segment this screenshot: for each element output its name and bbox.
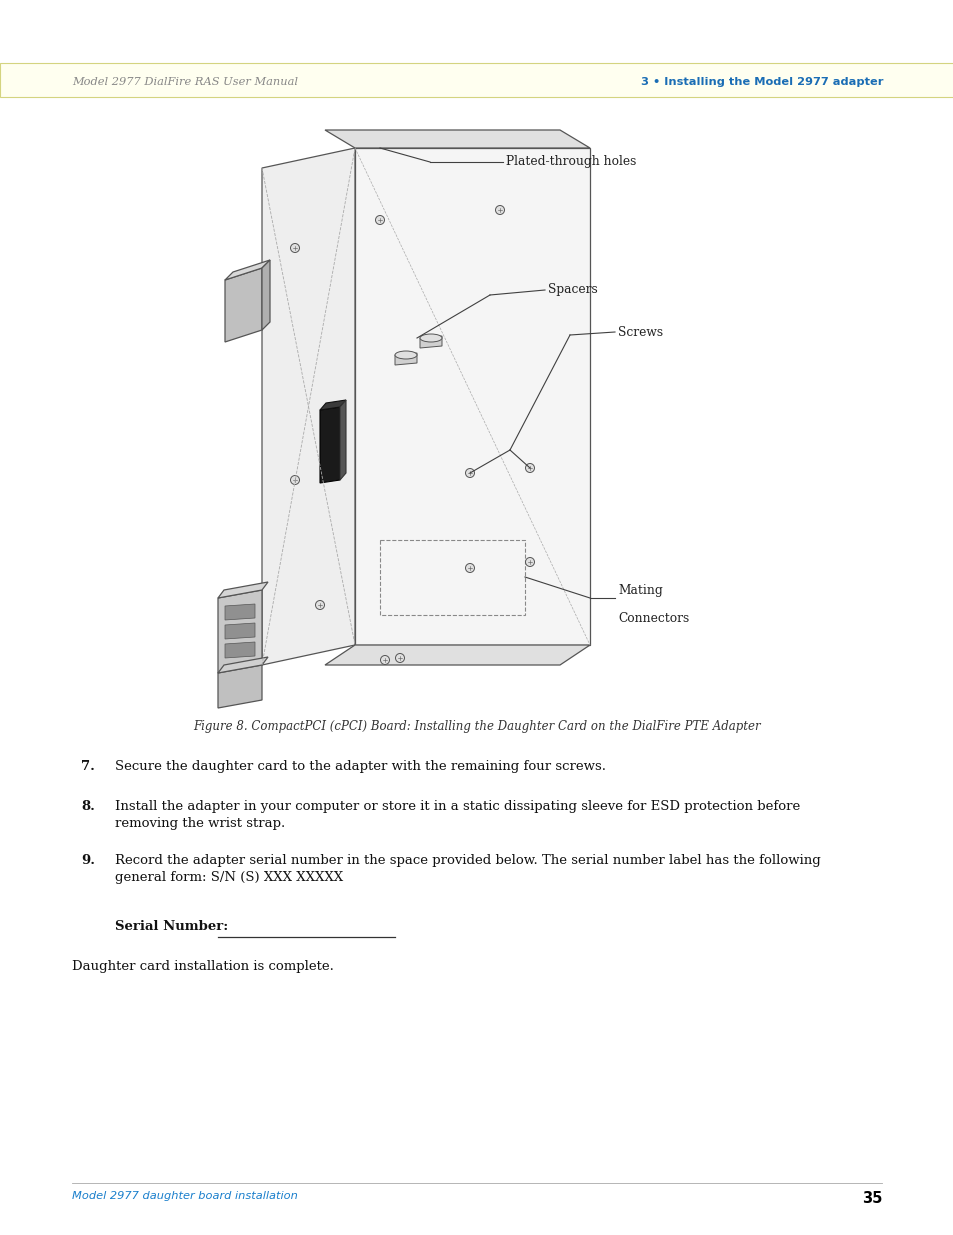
Text: Figure 8. CompactPCI (cPCI) Board: Installing the Daughter Card on the DialFire : Figure 8. CompactPCI (cPCI) Board: Insta… — [193, 720, 760, 734]
Text: Mating: Mating — [618, 584, 662, 597]
Polygon shape — [225, 268, 262, 342]
Polygon shape — [319, 400, 346, 410]
Text: 8.: 8. — [81, 800, 95, 813]
Polygon shape — [262, 148, 355, 664]
Circle shape — [291, 243, 299, 252]
Polygon shape — [262, 261, 270, 330]
Polygon shape — [218, 657, 268, 673]
Bar — [379, 540, 524, 615]
Circle shape — [395, 653, 404, 662]
Text: Daughter card installation is complete.: Daughter card installation is complete. — [71, 960, 334, 973]
Circle shape — [291, 475, 299, 484]
Text: Screws: Screws — [618, 326, 662, 338]
Text: general form: S/N (S) XXX XXXXX: general form: S/N (S) XXX XXXXX — [115, 871, 343, 884]
Text: Serial Number:: Serial Number: — [115, 920, 228, 932]
Circle shape — [380, 656, 389, 664]
Polygon shape — [355, 148, 589, 645]
Polygon shape — [218, 664, 262, 708]
Bar — [0, 63, 953, 98]
Polygon shape — [419, 336, 441, 348]
Polygon shape — [225, 261, 270, 280]
Polygon shape — [225, 622, 254, 638]
Text: removing the wrist strap.: removing the wrist strap. — [115, 818, 285, 830]
Ellipse shape — [419, 333, 441, 342]
Polygon shape — [395, 353, 416, 366]
Text: Model 2977 daughter board installation: Model 2977 daughter board installation — [71, 1191, 297, 1200]
Text: Spacers: Spacers — [547, 284, 598, 296]
Text: Install the adapter in your computer or store it in a static dissipating sleeve : Install the adapter in your computer or … — [115, 800, 800, 813]
Text: Plated-through holes: Plated-through holes — [505, 156, 636, 168]
Polygon shape — [319, 408, 339, 483]
Polygon shape — [325, 645, 589, 664]
Circle shape — [315, 600, 324, 610]
Polygon shape — [225, 604, 254, 620]
Circle shape — [375, 215, 384, 225]
Polygon shape — [225, 642, 254, 658]
Text: Record the adapter serial number in the space provided below. The serial number : Record the adapter serial number in the … — [115, 853, 820, 867]
Circle shape — [525, 463, 534, 473]
Text: 35: 35 — [861, 1191, 882, 1207]
Circle shape — [465, 563, 474, 573]
Text: Secure the daughter card to the adapter with the remaining four screws.: Secure the daughter card to the adapter … — [115, 760, 605, 773]
Polygon shape — [339, 400, 346, 480]
Ellipse shape — [395, 351, 416, 359]
Circle shape — [495, 205, 504, 215]
Text: Model 2977 DialFire RAS User Manual: Model 2977 DialFire RAS User Manual — [71, 77, 297, 86]
Circle shape — [465, 468, 474, 478]
Polygon shape — [218, 590, 262, 673]
Polygon shape — [325, 130, 589, 148]
Text: 7.: 7. — [81, 760, 95, 773]
Polygon shape — [218, 582, 268, 598]
Text: Connectors: Connectors — [618, 613, 688, 625]
Text: 9.: 9. — [81, 853, 95, 867]
Text: 3 • Installing the Model 2977 adapter: 3 • Installing the Model 2977 adapter — [640, 77, 883, 86]
Circle shape — [525, 557, 534, 567]
